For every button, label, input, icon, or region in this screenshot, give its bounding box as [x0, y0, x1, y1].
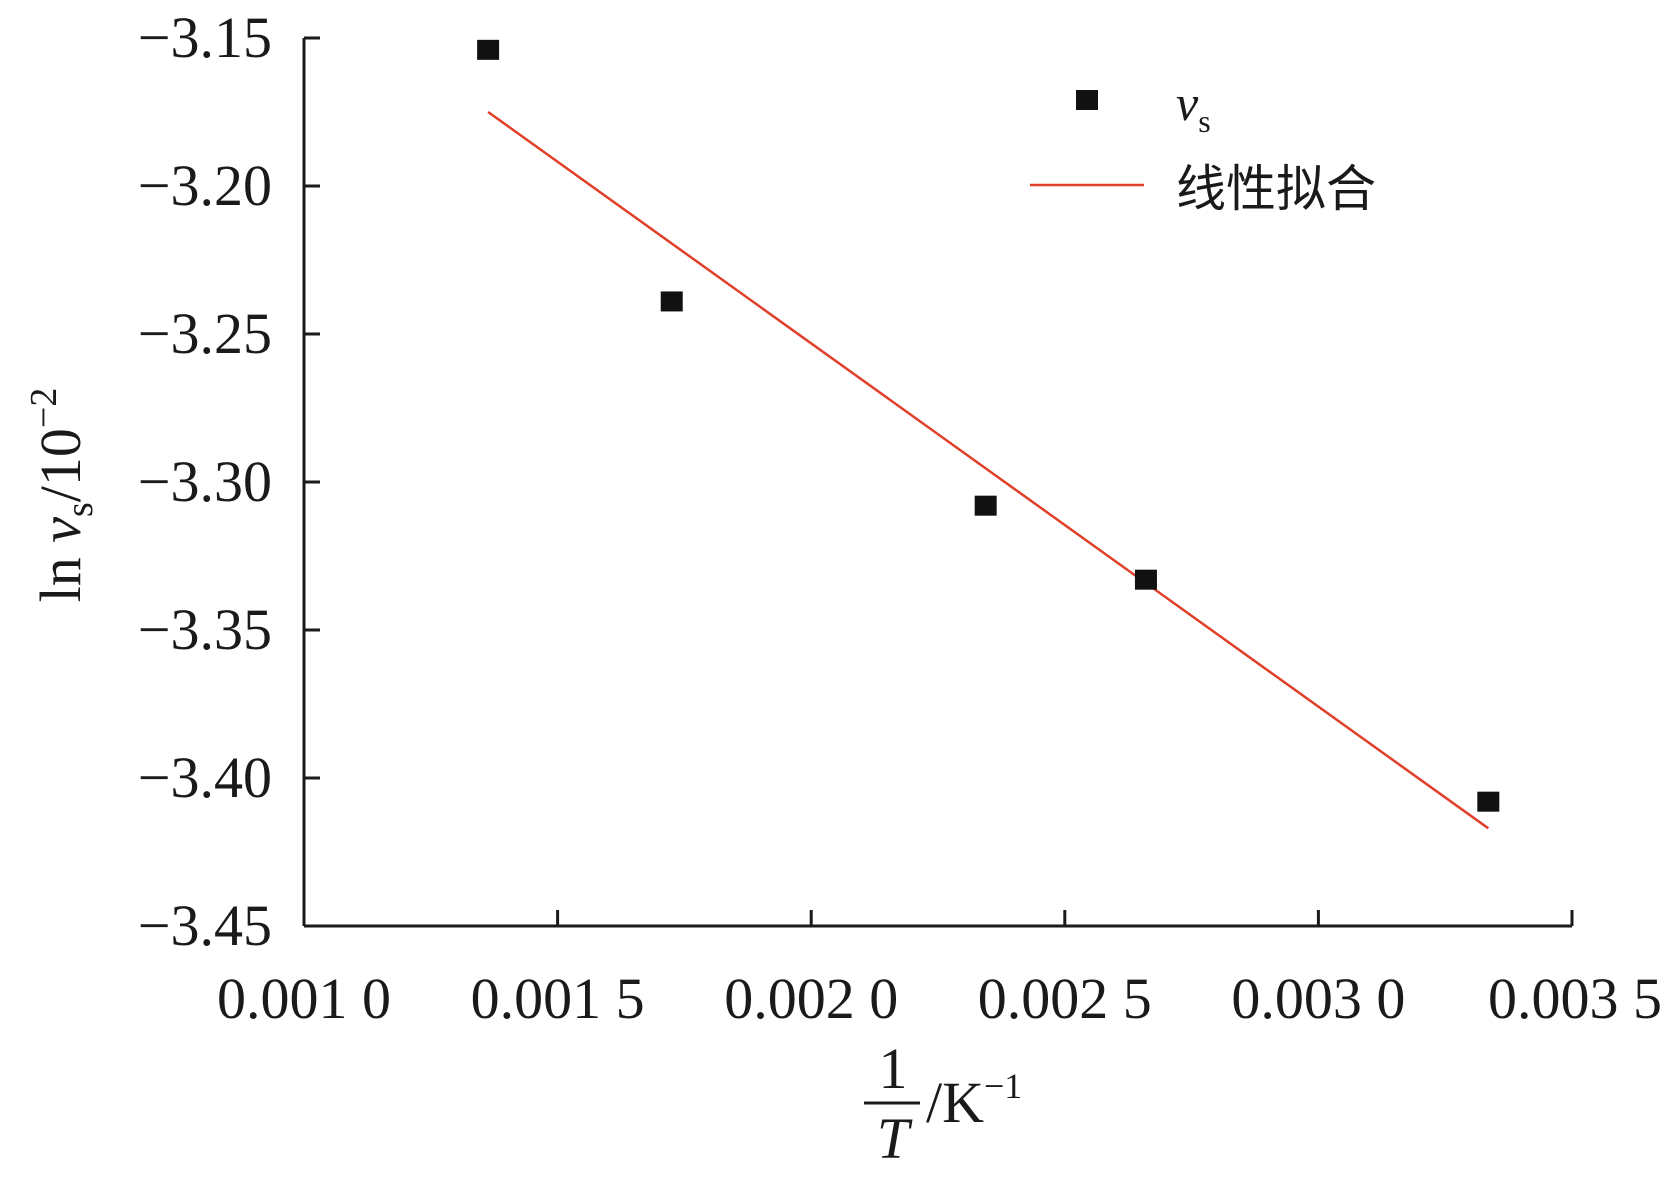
x-tick-label: 0.003 5	[1488, 966, 1662, 1031]
legend-points-label: vs	[1176, 75, 1211, 139]
legend-marker-points	[1076, 90, 1098, 110]
data-point	[974, 495, 997, 516]
y-title-var: v	[28, 517, 93, 543]
y-title-sub: s	[59, 502, 101, 517]
y-tick-label: −3.45	[138, 893, 272, 958]
x-title-numerator: 1	[879, 1036, 908, 1101]
x-axis-title: 1 T /K−1	[864, 1036, 1022, 1171]
y-tick-label: −3.15	[138, 5, 272, 70]
x-tick-label: 0.003 0	[1231, 966, 1405, 1031]
legend-points-sub: s	[1198, 103, 1210, 139]
plot-area	[477, 39, 1500, 830]
x-title-denominator: T	[877, 1106, 913, 1171]
y-title-mid: /10	[28, 428, 93, 502]
y-tick-label: −3.25	[138, 301, 272, 366]
y-tick-label: −3.40	[138, 745, 272, 810]
data-point	[660, 291, 683, 312]
x-title-unit-text: /K	[926, 1070, 984, 1135]
y-tick-label: −3.30	[138, 449, 272, 514]
legend-fit-label: 线性拟合	[1176, 161, 1376, 217]
y-title-sup: −2	[23, 388, 65, 428]
x-tick-label: 0.002 0	[724, 966, 898, 1031]
data-point	[1134, 569, 1157, 590]
x-tick-label: 0.002 5	[978, 966, 1152, 1031]
x-title-unit: /K−1	[926, 1066, 1022, 1135]
x-tick-label: 0.001 0	[217, 966, 391, 1031]
y-tick-label: −3.35	[138, 597, 272, 662]
legend-points-var: v	[1176, 75, 1199, 131]
y-axis-title: ln vs/10−2	[23, 388, 101, 603]
data-point	[1477, 791, 1500, 812]
x-title-unit-sup: −1	[984, 1066, 1022, 1106]
legend: vs 线性拟合	[1030, 75, 1376, 217]
y-title-prefix: ln	[28, 543, 93, 603]
y-tick-label: −3.20	[138, 153, 272, 218]
fit-line	[487, 110, 1490, 830]
axes: −3.15 −3.20 −3.25 −3.30 −3.35 −3.40 −3.45 0.001…	[138, 5, 1662, 1031]
x-tick-label: 0.001 5	[471, 966, 645, 1031]
data-point	[477, 39, 500, 60]
